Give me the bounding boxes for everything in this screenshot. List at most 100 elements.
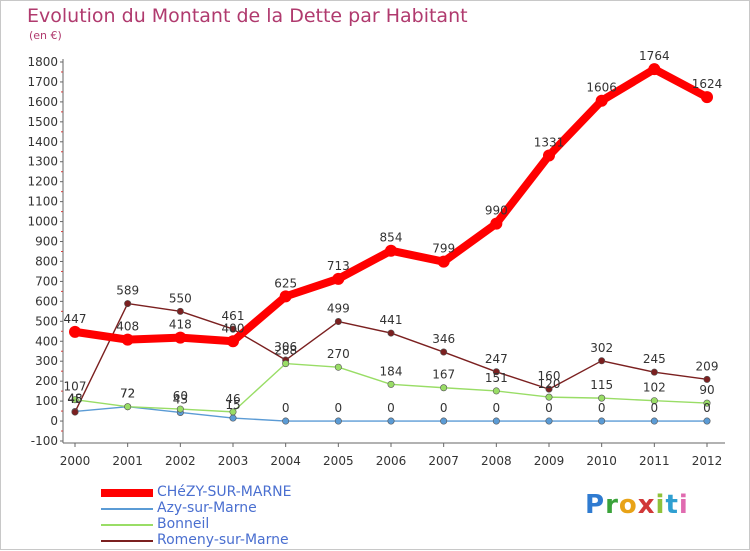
- data-point-0: [437, 255, 450, 268]
- data-label-1: 0: [282, 401, 290, 415]
- data-point-1: [229, 414, 237, 422]
- y-tick-label: 1000: [27, 215, 58, 229]
- data-label-3: 160: [538, 369, 561, 383]
- data-label-3: 45: [67, 392, 82, 406]
- data-label-2: 270: [327, 347, 350, 361]
- data-label-0: 408: [116, 320, 139, 334]
- data-label-3: 441: [380, 313, 403, 327]
- data-label-1: 0: [335, 401, 343, 415]
- y-tick-label: 700: [35, 274, 58, 288]
- data-point-0: [385, 244, 397, 257]
- data-label-1: 43: [173, 392, 188, 406]
- legend-swatch-romeny: [101, 540, 153, 542]
- data-label-3: 306: [274, 340, 297, 354]
- data-point-2: [440, 384, 448, 392]
- data-label-3: 499: [327, 302, 350, 316]
- data-label-3: 346: [432, 332, 455, 346]
- x-tick-label: 2001: [112, 454, 143, 468]
- data-label-1: 0: [440, 401, 448, 415]
- y-tick-label: 1400: [27, 135, 58, 149]
- data-label-1: 0: [598, 401, 606, 415]
- y-tick-label: 300: [35, 354, 58, 368]
- data-point-2: [598, 394, 606, 402]
- data-point-0: [69, 325, 81, 338]
- data-label-2: 184: [380, 364, 403, 378]
- x-tick-label: 2007: [428, 454, 459, 468]
- y-tick-label: 800: [35, 254, 58, 268]
- data-point-1: [282, 417, 290, 425]
- legend-swatch-chezy: [101, 489, 153, 497]
- data-label-0: 447: [64, 312, 87, 326]
- x-tick-label: 2012: [692, 454, 723, 468]
- legend-item-azy: Azy-sur-Marne: [101, 500, 361, 517]
- data-point-2: [703, 399, 711, 407]
- data-label-3: 589: [116, 284, 139, 298]
- data-point-3: [440, 348, 448, 356]
- data-label-2: 46: [225, 392, 240, 406]
- data-point-2: [334, 363, 342, 371]
- y-tick-label: 100: [35, 394, 58, 408]
- data-point-2: [387, 380, 395, 388]
- x-tick-label: 2006: [376, 454, 407, 468]
- y-tick-label: 200: [35, 374, 58, 388]
- y-tick-label: 0: [50, 414, 58, 428]
- y-tick-label: -100: [31, 434, 58, 448]
- y-tick-label: 1800: [27, 55, 58, 69]
- x-tick-label: 2003: [218, 454, 249, 468]
- data-label-3: 461: [222, 309, 245, 323]
- data-point-1: [545, 417, 553, 425]
- data-point-3: [71, 408, 79, 416]
- y-tick-label: 1500: [27, 115, 58, 129]
- data-point-0: [332, 272, 345, 285]
- data-point-0: [279, 290, 292, 303]
- data-label-0: 713: [327, 259, 350, 273]
- y-tick-label: 1700: [27, 75, 58, 89]
- data-point-2: [650, 397, 658, 405]
- data-label-3: 245: [643, 352, 666, 366]
- data-point-2: [492, 387, 500, 395]
- x-tick-label: 2008: [481, 454, 512, 468]
- data-label-0: 990: [485, 204, 508, 218]
- data-point-0: [174, 331, 187, 344]
- legend-item-chezy: CHéZY-SUR-MARNE: [101, 484, 361, 501]
- data-label-1: 48: [67, 391, 82, 405]
- data-label-0: 854: [380, 231, 403, 245]
- y-tick-label: 600: [35, 294, 58, 308]
- data-point-1: [387, 417, 395, 425]
- x-tick-label: 2004: [270, 454, 301, 468]
- data-point-0: [701, 91, 713, 104]
- data-label-0: 1331: [534, 136, 565, 150]
- y-tick-label: 900: [35, 235, 58, 249]
- data-label-0: 418: [169, 318, 192, 332]
- data-point-3: [124, 300, 132, 308]
- data-label-1: 0: [387, 401, 395, 415]
- data-point-1: [598, 417, 606, 425]
- data-point-2: [229, 408, 237, 416]
- data-point-0: [121, 333, 134, 346]
- data-label-0: 1764: [639, 49, 670, 63]
- legend-label-azy: Azy-sur-Marne: [157, 500, 257, 516]
- x-tick-label: 2010: [586, 454, 617, 468]
- legend: CHéZY-SUR-MARNE Azy-sur-Marne Bonneil Ro…: [101, 484, 361, 549]
- data-label-2: 288: [274, 344, 297, 358]
- data-label-2: 120: [538, 377, 561, 391]
- data-label-2: 90: [699, 383, 714, 397]
- data-label-3: 550: [169, 291, 192, 305]
- data-label-0: 625: [274, 276, 297, 290]
- data-point-3: [387, 329, 395, 337]
- data-label-0: 1624: [692, 77, 723, 91]
- x-tick-label: 2009: [534, 454, 565, 468]
- legend-item-bonneil: Bonneil: [101, 516, 361, 533]
- data-point-2: [124, 403, 132, 411]
- data-label-2: 72: [120, 387, 135, 401]
- x-tick-label: 2011: [639, 454, 670, 468]
- x-tick-label: 2002: [165, 454, 196, 468]
- data-label-3: 247: [485, 352, 508, 366]
- data-point-3: [545, 385, 553, 393]
- y-tick-label: 500: [35, 314, 58, 328]
- data-label-3: 302: [590, 341, 613, 355]
- data-point-3: [176, 307, 184, 315]
- data-label-1: 0: [651, 401, 659, 415]
